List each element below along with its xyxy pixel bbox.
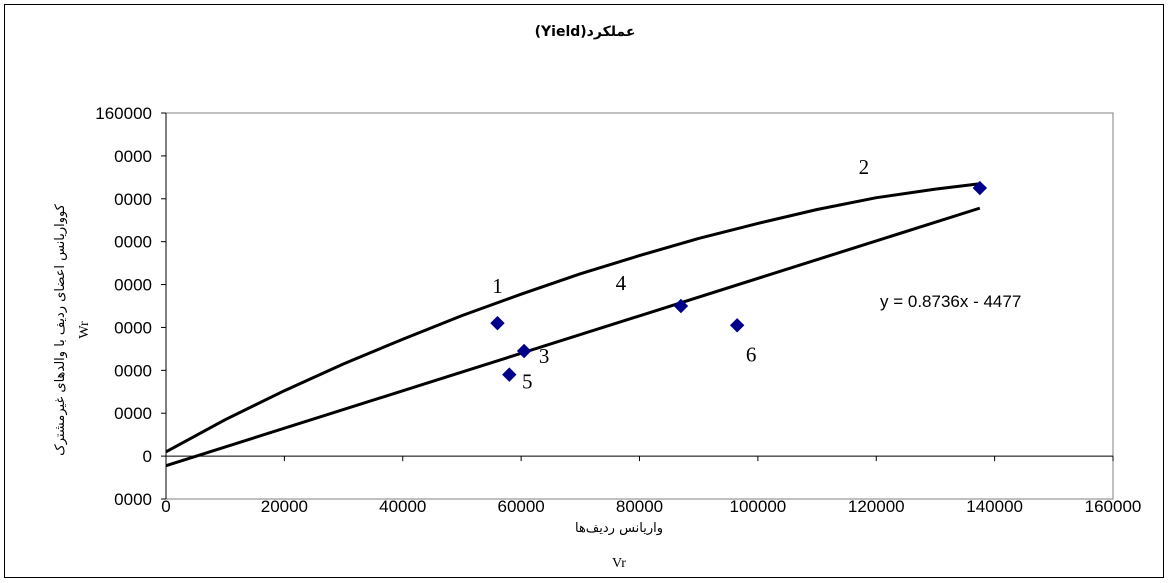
parabola-curve: [165, 182, 980, 454]
data-point: [490, 315, 505, 331]
x-axis-label: واریانس ردیف‌ها: [575, 521, 663, 536]
chart-title: عملکرد(Yield): [535, 24, 636, 40]
y-tick-label: 0: [143, 447, 152, 466]
data-point: [972, 180, 988, 196]
y-tick-label: 0000: [114, 276, 152, 295]
y-axis-symbol: Wr: [77, 321, 92, 339]
point-label: 4: [616, 271, 627, 295]
point-label: 5: [522, 370, 533, 394]
x-tick-label: 80000: [616, 497, 663, 516]
point-label: 1: [492, 274, 503, 298]
y-tick-label: 160000: [95, 104, 152, 123]
y-tick-label: 0000: [114, 404, 152, 423]
plot-area: [165, 112, 1114, 500]
point-label: 3: [539, 344, 550, 368]
regression-equation: y = 0.8736x - 4477: [880, 292, 1021, 311]
y-tick-label: 0000: [114, 190, 152, 209]
y-tick-label: 0000: [114, 318, 152, 337]
x-tick-label: 100000: [730, 497, 787, 516]
point-label: 2: [859, 155, 870, 179]
y-tick-label: 0000: [114, 147, 152, 166]
x-tick-label: 160000: [1085, 497, 1142, 516]
x-tick-label: 0: [161, 497, 170, 516]
data-point: [729, 318, 745, 333]
y-tick-label: 0000: [114, 490, 152, 509]
x-tick-label: 20000: [261, 497, 308, 516]
y-tick-label: 0000: [114, 361, 152, 380]
point-label: 6: [746, 342, 757, 366]
data-point: [673, 298, 689, 314]
y-axis-label: کوواریانس اعضای ردیف با والدهای غیرمشترک: [53, 203, 68, 456]
regression-line: [165, 206, 981, 468]
x-tick-label: 40000: [379, 497, 426, 516]
x-tick-label: 60000: [497, 497, 544, 516]
y-axis-title: کوواریانس اعضای ردیف با والدهای غیرمشترک…: [53, 203, 92, 456]
data-point: [502, 367, 517, 382]
y-tick-label: 0000: [114, 233, 152, 252]
data-point: [516, 343, 532, 359]
x-tick-label: 140000: [966, 497, 1023, 516]
x-axis-symbol: Vr: [612, 556, 626, 571]
x-tick-label: 120000: [848, 497, 905, 516]
